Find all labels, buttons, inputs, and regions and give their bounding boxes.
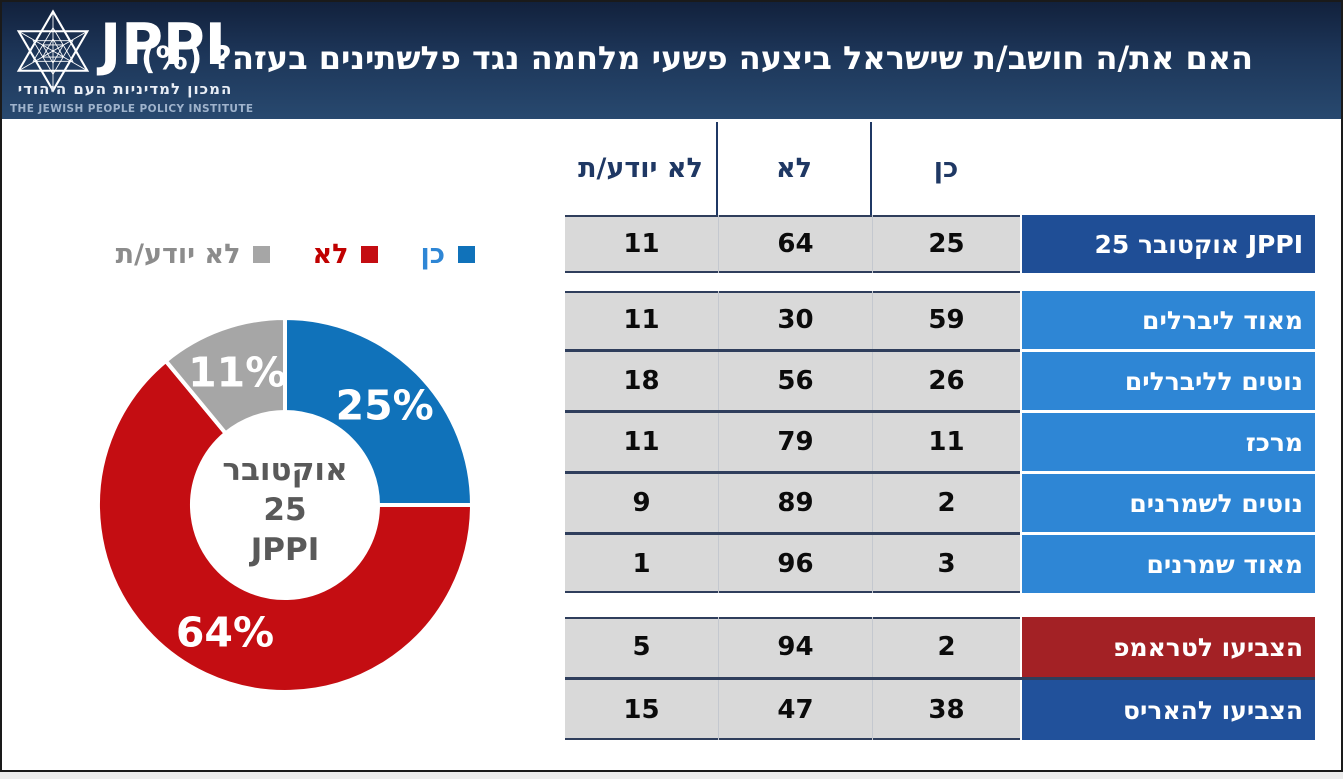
logo-tagline-english: THE JEWISH PEOPLE POLICY INSTITUTE [10,103,254,115]
jppi-logo-text: JPPI [100,12,226,78]
row-separator [565,471,1020,474]
page-bottom-strip [0,772,1343,779]
row-values: 9 89 2 [565,474,1020,532]
legend-label: לא יודע/ת [115,238,241,270]
value-cell: 11 [623,305,660,335]
legend-swatch [361,245,379,263]
row-separator [565,349,1020,352]
column-header-2: כן [933,153,959,184]
legend-item-2: לא יודע/ת [116,239,271,270]
value-cell: 11 [872,413,1020,471]
table-row: 15 47 38 הצביעו להאריס [565,680,1315,740]
value-cell: 26 [872,352,1020,410]
row-values: 18 56 26 [565,352,1020,410]
table-group-overall: 11 64 25 JPPI אוקטובר 25 [565,215,1315,273]
legend-swatch [458,245,475,263]
row-label: הצביעו להאריס [1022,680,1315,740]
value-cell: 2 [872,617,1020,677]
row-separator [565,677,1315,680]
donut-slice-value-label: 11% [188,348,286,396]
donut-slice-0 [283,316,474,507]
table-row: 11 30 59 מאוד ליברלים [565,291,1315,352]
table-row: 11 79 11 מרכז [565,413,1315,474]
value-cell: 89 [718,474,872,532]
row-separator [565,410,1020,413]
value-cell: 96 [718,535,872,593]
row-values: 1 96 3 [565,535,1020,593]
value-cell: 15 [623,695,660,725]
donut-center-label: אוקטובר 25 JPPI [222,452,347,568]
row-values: 11 30 59 [565,291,1020,349]
row-label: מאוד שמרנים [1022,535,1315,593]
value-cell: 79 [718,413,872,471]
table-column-headers: לא יודע/ת לא כן [565,122,1020,215]
value-cell: 11 [623,229,660,259]
row-label: נוטים לשמרנים [1022,474,1315,532]
donut-slice-value-label: 64% [176,609,274,657]
row-label: JPPI אוקטובר 25 [1022,215,1315,273]
legend-label: כן [420,238,445,270]
value-cell: 18 [623,366,660,396]
value-cell: 2 [872,474,1020,532]
logo-tagline-hebrew: המכון למדיניות העם היהודי [17,80,233,98]
value-cell: 9 [632,488,651,518]
donut-slice-value-label: 25% [336,381,434,429]
row-label: הצביעו לטראמפ [1022,617,1315,677]
row-label: נוטים לליברלים [1022,352,1315,410]
value-cell: 1 [632,549,651,579]
value-cell: 25 [872,215,1020,273]
legend-item-1: לא [312,238,379,270]
table-row: 1 96 3 מאוד שמרנים [565,535,1315,593]
row-values: 5 94 2 [565,617,1020,677]
donut-chart: 25% 64% 11% אוקטובר 25 JPPI [96,316,474,694]
header-band: JPPI המכון למדיניות העם היהודי THE JEWIS… [2,2,1341,119]
row-label: מאוד ליברלים [1022,291,1315,349]
table-row: 9 89 2 נוטים לשמרנים [565,474,1315,535]
legend-swatch [253,245,271,263]
table-group-us-vote: 5 94 2 הצביעו לטראמפ 15 47 38 הצביעו להאריס [565,617,1315,740]
column-header-0: לא יודע/ת [565,122,718,215]
row-label: מרכז [1022,413,1315,471]
table-row: 5 94 2 הצביעו לטראמפ [565,617,1315,680]
donut-slice-2 [163,316,287,436]
value-cell: 5 [632,632,651,662]
value-cell: 3 [872,535,1020,593]
row-values: 11 79 11 [565,413,1020,471]
column-header-1: לא [718,122,872,215]
chart-legend: כן לא לא יודע/ת [90,236,475,272]
table-row: 11 64 25 JPPI אוקטובר 25 [565,215,1315,273]
jppi-logo: JPPI המכון למדיניות העם היהודי THE JEWIS… [8,6,254,119]
donut-slice-1 [96,358,474,694]
table-row: 18 56 26 נוטים לליברלים [565,352,1315,413]
value-cell: 59 [872,291,1020,349]
value-cell: 47 [718,680,872,740]
value-cell: 11 [623,427,660,457]
row-values: 11 64 25 [565,215,1020,273]
row-values: 15 47 38 [565,680,1020,740]
value-cell: 64 [718,215,872,273]
value-cell: 38 [872,680,1020,740]
chart-title: האם את/ה חושב/ת שישראל ביצעה פשעי מלחמה … [140,39,1254,77]
value-cell: 30 [718,291,872,349]
legend-item-0: כן [420,239,475,270]
value-cell: 56 [718,352,872,410]
table-group-ideology: 11 30 59 מאוד ליברלים 18 56 26 נוטים לליברלים 11… [565,291,1315,593]
row-separator [565,532,1020,535]
legend-label: לא [312,238,349,270]
star-of-david-icon [16,9,90,93]
value-cell: 94 [718,617,872,677]
